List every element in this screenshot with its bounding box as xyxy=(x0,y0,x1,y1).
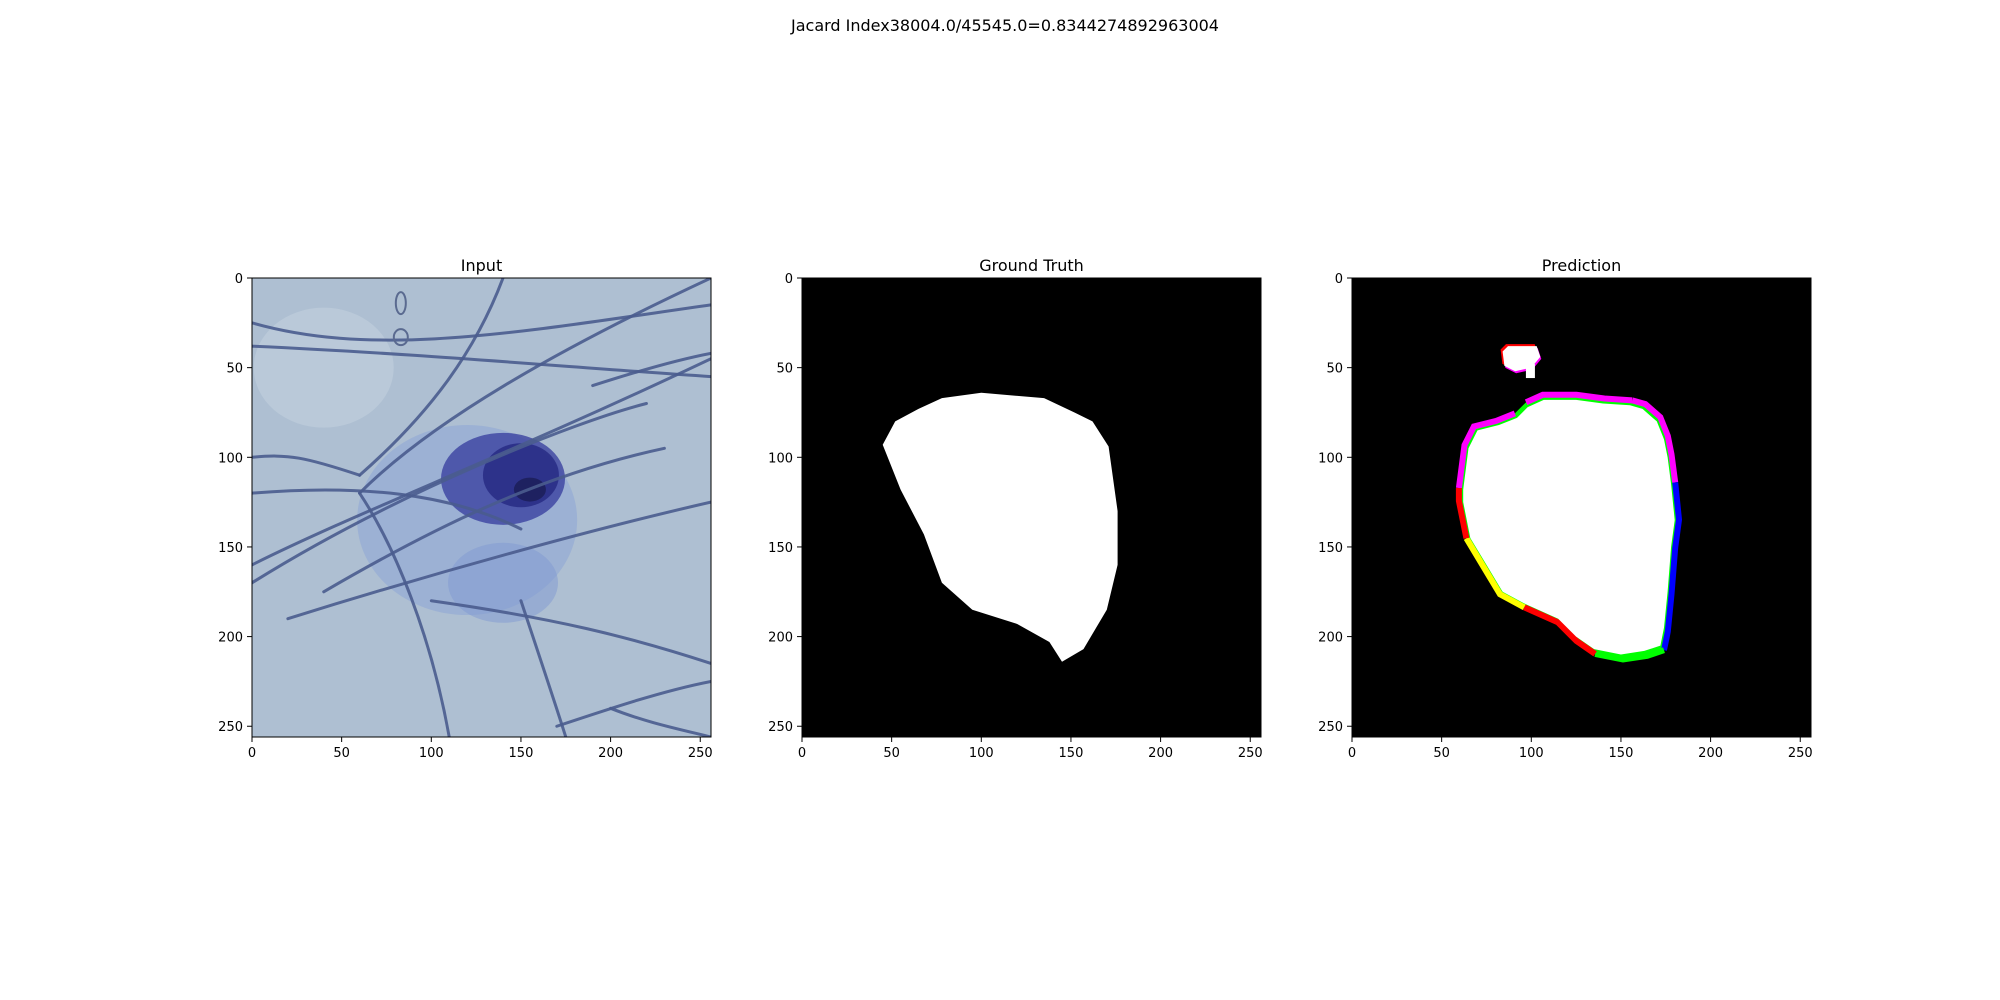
hair xyxy=(252,344,711,379)
y-tick-label: 0 xyxy=(785,272,793,287)
y-tick-label: 200 xyxy=(768,631,793,646)
y-tick-label: 50 xyxy=(226,362,243,377)
hair xyxy=(555,679,711,728)
ground-truth-mask xyxy=(882,392,1118,662)
y-tick-label: 100 xyxy=(218,451,243,466)
x-tick-label: 150 xyxy=(1609,746,1634,761)
hair xyxy=(252,402,648,585)
hair xyxy=(358,278,505,477)
prediction-edge xyxy=(1524,391,1633,405)
prediction-edge xyxy=(1661,482,1683,651)
panel-1: Ground Truth 0 50 100 150 200 250 0 50 100 150 200 2… xyxy=(768,256,1262,761)
hair xyxy=(591,351,711,388)
y-tick-label: 150 xyxy=(1318,541,1343,556)
prediction-edge xyxy=(1455,410,1517,489)
x-tick-label: 0 xyxy=(798,746,806,761)
hair xyxy=(252,488,523,531)
x-tick-label: 50 xyxy=(333,746,350,761)
panel-image xyxy=(1352,278,1811,737)
x-tick-label: 200 xyxy=(598,746,623,761)
panel-image xyxy=(252,278,711,737)
x-tick-label: 100 xyxy=(419,746,444,761)
x-tick-label: 100 xyxy=(1519,746,1544,761)
x-tick-label: 0 xyxy=(1348,746,1356,761)
y-tick-label: 250 xyxy=(768,720,793,735)
y-tick-label: 0 xyxy=(235,272,243,287)
y-tick-label: 150 xyxy=(218,541,243,556)
y-tick-label: 200 xyxy=(218,631,243,646)
y-tick-label: 100 xyxy=(768,451,793,466)
x-tick-label: 200 xyxy=(1698,746,1723,761)
hair xyxy=(252,357,711,567)
prediction-edge xyxy=(1522,604,1597,657)
panel-title: Prediction xyxy=(1542,256,1621,275)
prediction-mask xyxy=(1463,399,1675,655)
x-tick-label: 50 xyxy=(1433,746,1450,761)
x-tick-label: 150 xyxy=(1059,746,1084,761)
panel-0: Input 0 50 100 150 200 250 0 50 100 150 200 250 xyxy=(218,256,712,761)
x-tick-label: 250 xyxy=(688,746,713,761)
hair xyxy=(358,278,711,495)
axes-frame xyxy=(801,277,1262,738)
figure-title: Jacard Index38004.0/45545.0=0.8344274892… xyxy=(790,16,1219,35)
x-tick-label: 200 xyxy=(1148,746,1173,761)
panel-title: Ground Truth xyxy=(979,256,1084,275)
y-tick-label: 50 xyxy=(776,362,793,377)
x-tick-label: 0 xyxy=(248,746,256,761)
y-tick-label: 50 xyxy=(1326,362,1343,377)
x-tick-label: 50 xyxy=(883,746,900,761)
skin-highlight xyxy=(253,307,394,428)
y-tick-label: 150 xyxy=(768,541,793,556)
y-tick-label: 250 xyxy=(218,720,243,735)
prediction-neck xyxy=(1525,364,1535,379)
hair xyxy=(429,599,711,665)
hair xyxy=(286,500,711,621)
prediction-edge xyxy=(1631,397,1679,483)
y-tick-label: 250 xyxy=(1318,720,1343,735)
prediction-edge xyxy=(1455,488,1470,539)
y-tick-label: 200 xyxy=(1318,631,1343,646)
x-tick-label: 100 xyxy=(969,746,994,761)
prediction-edge xyxy=(1463,536,1526,610)
hair xyxy=(358,491,451,737)
hair xyxy=(322,446,666,594)
panel-image xyxy=(802,278,1261,737)
y-tick-label: 0 xyxy=(1335,272,1343,287)
axes-frame xyxy=(251,277,712,738)
x-tick-label: 150 xyxy=(509,746,534,761)
prediction-edge xyxy=(1594,647,1665,663)
hair xyxy=(252,454,362,477)
hair xyxy=(609,706,711,737)
panel-2: Prediction 0 50 100 150 200 250 0 50 100 150 200 250 xyxy=(1318,256,1812,761)
hair-loop xyxy=(392,328,409,347)
y-tick-label: 100 xyxy=(1318,451,1343,466)
axes-frame xyxy=(1351,277,1812,738)
x-tick-label: 250 xyxy=(1788,746,1813,761)
hair xyxy=(519,599,568,737)
x-tick-label: 250 xyxy=(1238,746,1263,761)
panel-title: Input xyxy=(461,256,502,275)
hair-loop xyxy=(394,291,407,316)
